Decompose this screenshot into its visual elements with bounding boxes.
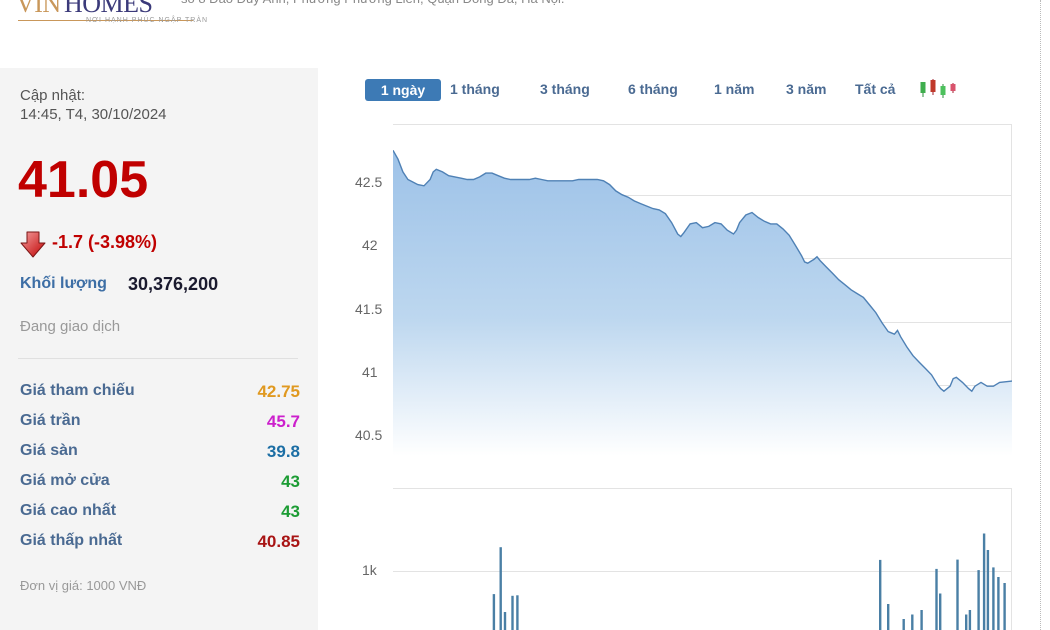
svg-text:VIN: VIN	[16, 0, 61, 18]
svg-text:HOMES: HOMES	[64, 0, 153, 18]
